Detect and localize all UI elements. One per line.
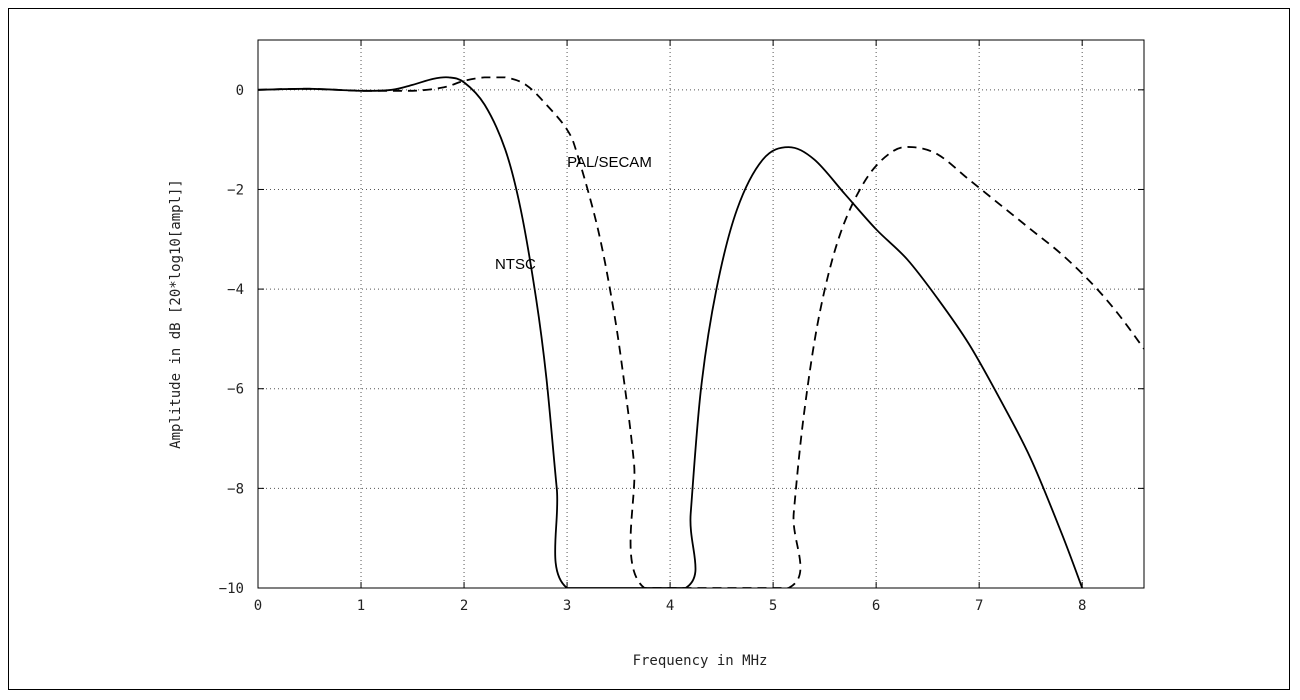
series-layer: [258, 76, 1144, 588]
grid: [258, 40, 1144, 588]
y-axis-label: Amplitude in dB [20*log10[ampl]]: [168, 179, 184, 449]
annotation-pal-secam: PAL/SECAM: [567, 154, 652, 171]
x-tick-label: 2: [460, 598, 468, 614]
x-tick-label: 7: [975, 598, 983, 614]
series-line-ntsc: [258, 76, 1084, 588]
x-tick-label: 0: [254, 598, 262, 614]
y-tick-label: −6: [227, 382, 244, 398]
y-tick-label: 0: [236, 83, 244, 99]
x-axis-label: Frequency in MHz: [633, 653, 768, 669]
x-tick-label: 8: [1078, 598, 1086, 614]
x-tick-label: 6: [872, 598, 880, 614]
annotation-ntsc: NTSC: [495, 256, 536, 273]
x-tick-label: 1: [357, 598, 365, 614]
annotations: NTSC PAL/SECAM: [495, 154, 652, 273]
y-tick-label: −2: [227, 182, 244, 198]
x-tick-label: 3: [563, 598, 571, 614]
ticks: 0 1 2 3 4 5 6 7 8 0 −2 −4 −6 −8 −10: [219, 40, 1144, 614]
x-tick-label: 5: [769, 598, 777, 614]
y-tick-label: −8: [227, 481, 244, 497]
series-line-pal-secam: [258, 76, 1144, 588]
chart-frame: [8, 8, 1290, 690]
plot-area-border: [257, 39, 1145, 589]
x-tick-label: 4: [666, 598, 674, 614]
y-tick-label: −4: [227, 282, 244, 298]
y-tick-label: −10: [219, 581, 244, 597]
